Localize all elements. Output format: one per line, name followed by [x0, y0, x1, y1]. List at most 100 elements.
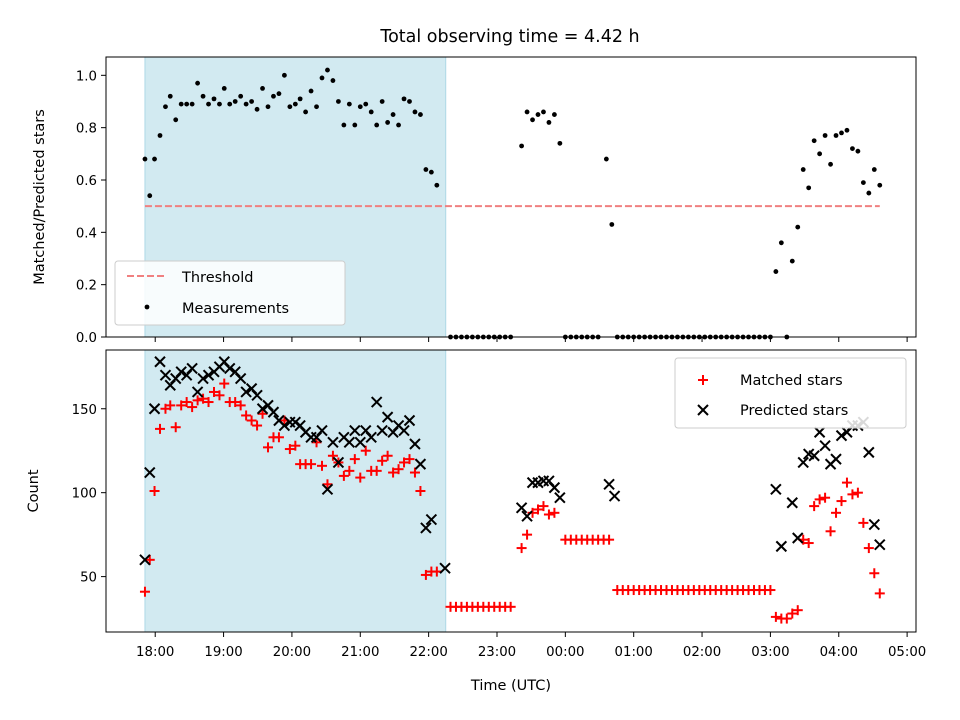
measurement-point	[238, 93, 244, 99]
x-tick-label: 21:00	[341, 645, 379, 660]
measurement-point	[806, 185, 812, 191]
matched-star-point	[382, 450, 393, 461]
matched-star-point	[869, 568, 880, 579]
matched-star-point	[344, 465, 355, 476]
legend-measurements-swatch	[144, 304, 150, 310]
matched-star-point	[841, 477, 852, 488]
top-panel: 0.0 0.2 0.4 0.6 0.8 1.0 Matched/Predicted sta…	[32, 56, 917, 346]
matched-star-point	[322, 479, 333, 490]
matched-star-point	[284, 444, 295, 455]
predicted-star-point	[349, 424, 361, 437]
measurement-point	[822, 133, 828, 138]
measurement-point	[232, 99, 238, 104]
matched-star-point	[209, 386, 219, 397]
matched-star-point	[235, 400, 246, 411]
predicted-star-point	[159, 369, 172, 381]
measurement-point	[811, 138, 817, 144]
x-tick-label: 03:00	[751, 645, 789, 660]
matched-star-point	[770, 611, 781, 622]
predicted-star-point	[148, 403, 161, 415]
top-y-ticks: 0.0 0.2 0.4 0.6 0.8 1.0	[76, 69, 106, 346]
matched-star-point	[415, 486, 426, 496]
legend-predicted-label: Predicted stars	[740, 403, 848, 419]
measurement-point	[412, 109, 418, 115]
predicted-star-point	[365, 431, 377, 443]
matched-star-point	[360, 445, 371, 456]
measurement-point	[260, 86, 265, 91]
measurement-point	[217, 101, 222, 107]
top-y-tick-label: 0.2	[76, 279, 97, 294]
legend-threshold-label: Threshold	[181, 270, 253, 286]
matched-star-point	[820, 492, 831, 503]
predicted-star-point	[144, 466, 156, 479]
predicted-star-point	[332, 456, 345, 469]
measurement-point	[519, 143, 524, 149]
predicted-star-point	[234, 372, 247, 385]
x-tick-label: 02:00	[683, 645, 721, 660]
matched-star-point	[338, 470, 349, 481]
predicted-star-point	[354, 436, 366, 449]
matched-star-point	[144, 554, 155, 565]
measurement-point	[535, 112, 541, 117]
bottom-axes-frame	[105, 349, 917, 633]
top-y-tick-label: 0.6	[76, 174, 97, 189]
matched-star-point	[176, 400, 187, 411]
measurement-point	[524, 109, 530, 115]
matched-star-point	[814, 494, 825, 505]
matched-star-point	[836, 496, 847, 507]
measurement-point	[557, 140, 563, 146]
measurement-point	[603, 156, 609, 162]
matched-star-point	[170, 422, 181, 433]
matched-star-point	[858, 517, 869, 528]
predicted-star-point	[868, 518, 881, 531]
predicted-star-point	[186, 362, 198, 375]
measurement-point	[330, 78, 336, 83]
matched-star-point	[549, 507, 560, 518]
measurement-point	[163, 104, 168, 110]
predicted-star-point	[770, 483, 782, 496]
matched-star-point	[377, 455, 388, 466]
predicted-star-point	[267, 406, 280, 418]
measurement-point	[817, 151, 823, 157]
measurement-point	[346, 101, 352, 107]
matched-star-point	[505, 601, 516, 612]
measurement-point	[352, 122, 358, 128]
matched-star-point	[852, 487, 863, 498]
matched-star-point	[155, 423, 165, 434]
measurement-point	[374, 122, 380, 128]
measurement-point	[178, 101, 184, 107]
predicted-star-point	[240, 386, 252, 398]
predicted-star-point	[398, 424, 410, 437]
measurement-points	[142, 67, 883, 340]
matched-star-point	[388, 467, 399, 478]
matched-stars-points	[139, 378, 885, 624]
predicted-star-point	[321, 483, 334, 496]
predicted-star-point	[414, 458, 427, 470]
matched-star-point	[230, 397, 241, 408]
matched-star-point	[311, 437, 322, 448]
matched-star-point	[241, 410, 252, 421]
matched-star-point	[181, 397, 192, 408]
predicted-star-point	[554, 492, 566, 504]
matched-star-point	[263, 442, 273, 453]
matched-star-point	[290, 440, 301, 451]
top-legend-box	[114, 260, 346, 326]
predicted-star-point	[409, 438, 421, 450]
predicted-star-point	[289, 416, 302, 428]
bottom-y-tick-label: 150	[72, 403, 97, 418]
measurement-point	[546, 120, 552, 125]
matched-star-point	[246, 415, 257, 426]
measurement-point	[789, 258, 795, 264]
measurement-point	[418, 112, 423, 117]
matched-star-point	[420, 569, 431, 580]
measurement-point	[407, 99, 412, 104]
predicted-star-point	[515, 502, 528, 514]
measurement-point	[254, 106, 260, 112]
predicted-star-point	[278, 419, 291, 432]
measurement-point	[287, 104, 293, 110]
matched-star-point	[187, 402, 198, 413]
x-tick-label: 22:00	[409, 645, 447, 660]
matched-star-point	[831, 507, 842, 518]
top-y-tick-label: 1.0	[76, 69, 97, 84]
measurement-point	[530, 117, 535, 123]
